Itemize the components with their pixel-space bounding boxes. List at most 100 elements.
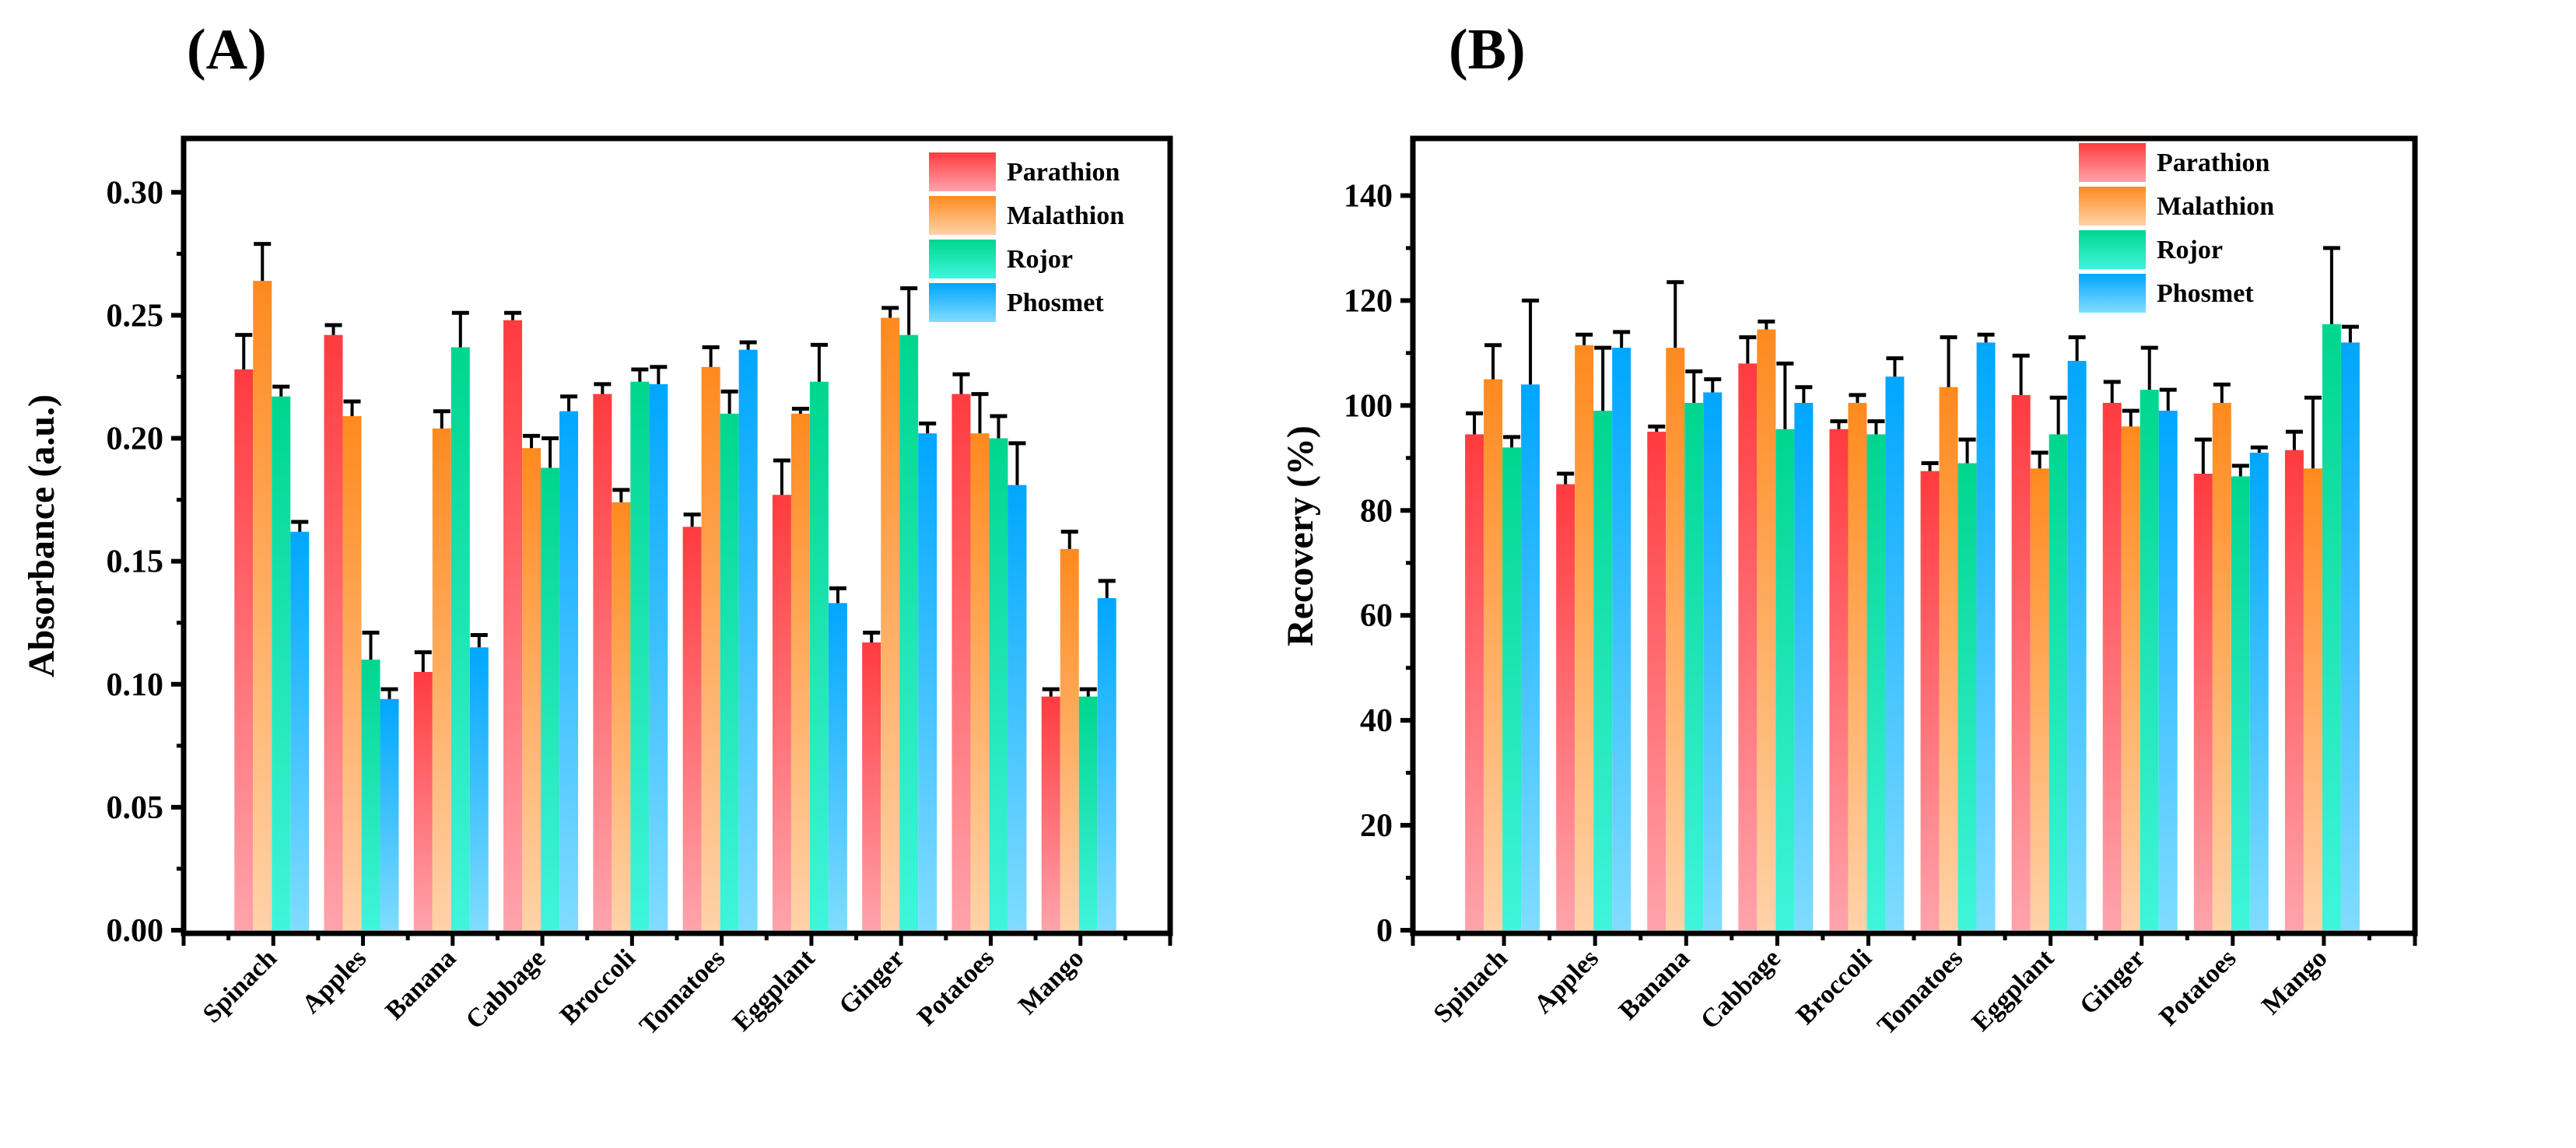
- y-tick-label: 40: [1360, 703, 1393, 739]
- bar-phosmet: [2340, 342, 2360, 931]
- legend-swatch-rojor: [2079, 230, 2146, 269]
- bar-group-tomatoes: [682, 340, 758, 931]
- legend-swatch-malathion: [929, 196, 996, 235]
- legend-swatch-phosmet: [929, 283, 996, 322]
- bar-parathion: [862, 642, 881, 930]
- bar-rojor: [361, 660, 380, 930]
- bar-malathion: [1757, 329, 1776, 930]
- bar-rojor: [272, 396, 291, 930]
- bar-rojor: [450, 347, 470, 930]
- bar-malathion: [2030, 468, 2049, 930]
- panel-label: (A): [187, 18, 267, 82]
- bar-malathion: [2121, 426, 2140, 930]
- bar-group-apples: [324, 323, 399, 930]
- bar-group-spinach: [1465, 298, 1540, 931]
- bar-malathion: [253, 281, 272, 931]
- bar-rojor: [1593, 411, 1613, 930]
- x-tick-label: Mango: [2256, 943, 2332, 1020]
- y-tick-label: 80: [1360, 493, 1393, 529]
- bar-group-banana: [413, 310, 489, 930]
- x-tick-label: Broccoli: [1791, 943, 1877, 1030]
- bar-rojor: [1078, 696, 1098, 930]
- bar-malathion: [970, 433, 990, 930]
- x-tick-label: Potatoes: [2154, 943, 2242, 1031]
- bar-phosmet: [828, 603, 847, 930]
- bar-rojor: [2322, 324, 2341, 930]
- legend-swatch-parathion: [929, 152, 996, 191]
- x-tick-label: Cabbage: [1695, 943, 1786, 1034]
- x-tick-label: Tomatoes: [634, 943, 731, 1040]
- bar-group-banana: [1647, 280, 1723, 930]
- bar-group-apples: [1556, 330, 1631, 930]
- bar-rojor: [2049, 434, 2068, 930]
- bar-rojor: [989, 438, 1008, 930]
- x-tick-label: Potatoes: [912, 943, 1000, 1031]
- bar-parathion: [2284, 450, 2304, 930]
- x-tick-label: Broccoli: [555, 943, 641, 1030]
- bar-group-ginger: [862, 286, 938, 931]
- bar-malathion: [342, 416, 362, 930]
- bar-phosmet: [1521, 384, 1540, 930]
- bar-phosmet: [2067, 360, 2087, 930]
- bar-malathion: [790, 413, 810, 930]
- bar-group-broccoli: [1829, 356, 1905, 930]
- bar-malathion: [2212, 402, 2231, 930]
- bar-malathion: [1575, 345, 1594, 930]
- bar-rojor: [1866, 434, 1886, 930]
- legend-label: Malathion: [1007, 201, 1124, 230]
- y-tick-label: 0.30: [107, 175, 164, 211]
- bar-parathion: [2011, 394, 2031, 931]
- bar-parathion: [413, 671, 433, 930]
- bar-group-broccoli: [593, 365, 668, 930]
- bar-phosmet: [380, 698, 399, 930]
- y-axis-label: Absorbance (a.u.): [21, 394, 62, 677]
- bar-group-cabbage: [503, 310, 579, 930]
- chart-panel-a: (A) Absorbance (a.u.) Spinach Apples BananaC…: [21, 18, 1173, 1041]
- bar-group-mango: [1041, 530, 1116, 930]
- bar-group-tomatoes: [1920, 332, 1996, 931]
- bar-parathion: [1829, 429, 1849, 930]
- y-tick-label: 120: [1344, 283, 1393, 319]
- bar-rojor: [1775, 429, 1795, 930]
- y-axis-label: Recovery (%): [1280, 425, 1321, 646]
- bar-rojor: [1502, 447, 1522, 930]
- bar-rojor: [2140, 390, 2159, 930]
- legend-label: Rojor: [1007, 245, 1073, 274]
- bar-phosmet: [2249, 453, 2269, 930]
- legend-label: Rojor: [2157, 236, 2223, 264]
- bar-parathion: [593, 394, 612, 930]
- bar-malathion: [432, 428, 451, 930]
- bar-parathion: [503, 320, 523, 930]
- bar-rojor: [1684, 402, 1704, 930]
- bar-phosmet: [738, 349, 758, 930]
- bar-phosmet: [290, 531, 310, 930]
- x-tick-label: Apples: [1529, 943, 1604, 1019]
- y-tick-label: 0.10: [107, 667, 164, 703]
- bar-malathion: [612, 502, 631, 930]
- legend-label: Parathion: [1007, 158, 1120, 187]
- y-tick-label: 100: [1344, 388, 1393, 424]
- bar-rojor: [899, 334, 919, 930]
- bar-phosmet: [559, 411, 579, 930]
- bar-group-potatoes: [952, 372, 1027, 930]
- x-tick-label: Spinach: [198, 943, 282, 1028]
- bar-rojor: [720, 413, 739, 930]
- bar-rojor: [1957, 463, 1977, 930]
- bar-group-eggplant: [2011, 335, 2087, 931]
- bar-parathion: [772, 495, 791, 930]
- bar-phosmet: [1885, 376, 1905, 930]
- bar-parathion: [324, 334, 343, 930]
- bar-phosmet: [649, 383, 668, 930]
- bar-group-eggplant: [772, 342, 847, 930]
- bar-malathion: [1060, 548, 1079, 930]
- x-tick-label: Banana: [1614, 943, 1695, 1025]
- y-tick-label: 20: [1360, 808, 1393, 844]
- y-tick-label: 140: [1344, 178, 1393, 214]
- bar-parathion: [2193, 474, 2213, 930]
- bar-malathion: [1666, 348, 1685, 930]
- bar-parathion: [1041, 696, 1060, 930]
- bar-group-cabbage: [1738, 319, 1814, 930]
- bar-malathion: [1939, 387, 1958, 931]
- bar-phosmet: [2158, 411, 2178, 930]
